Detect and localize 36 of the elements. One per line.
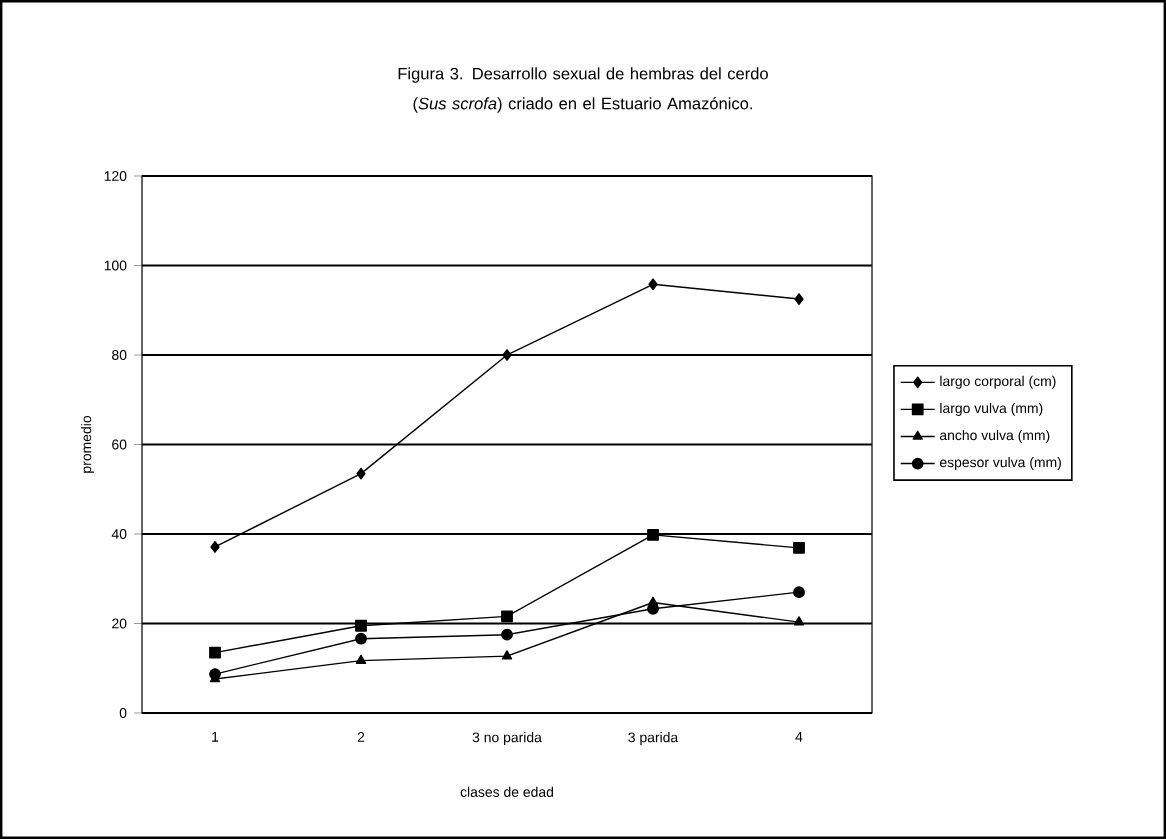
- point: [210, 541, 220, 553]
- point: [502, 349, 512, 361]
- y-tick-label: 0: [119, 708, 127, 718]
- x-tick-label: 3 no parida: [472, 732, 542, 746]
- point: [355, 619, 367, 632]
- x-tick-label: 4: [795, 732, 803, 742]
- y-tick-label: 60: [112, 439, 127, 450]
- point: [647, 596, 659, 606]
- point: [209, 646, 221, 659]
- y-tick-label: 80: [112, 350, 127, 360]
- point: [793, 541, 805, 554]
- point: [793, 616, 805, 626]
- y-tick-label: 40: [111, 529, 127, 539]
- x-tick-label: 2: [357, 732, 365, 742]
- point: [501, 628, 513, 641]
- point: [793, 586, 805, 599]
- y-axis-title: promedio: [81, 416, 95, 473]
- x-tick-label: 1: [212, 732, 219, 742]
- legend-label: largo corporal (cm): [940, 375, 1056, 389]
- chart-title: Figura 3. Desarrollo sexual de hembras del cerdo (Sus scrofa) criado en el Estuario Amazónico.: [398, 67, 768, 113]
- x-tick-label: 3 parida: [628, 732, 679, 746]
- y-tick-label: 20: [112, 618, 127, 629]
- point: [355, 654, 367, 664]
- y-tick-label: 100: [104, 260, 127, 271]
- legend-label: espesor vulva (mm): [939, 457, 1061, 471]
- point: [501, 650, 513, 660]
- point: [501, 610, 513, 623]
- point: [647, 529, 659, 541]
- point: [794, 293, 804, 305]
- point: [356, 467, 366, 480]
- legend-label: largo vulva (mm): [940, 402, 1043, 416]
- point: [648, 278, 658, 291]
- x-axis-title: clases de edad: [460, 786, 553, 797]
- y-tick-label: 120: [104, 171, 127, 181]
- point: [355, 632, 367, 645]
- legend-label: ancho vulva (mm): [939, 429, 1050, 443]
